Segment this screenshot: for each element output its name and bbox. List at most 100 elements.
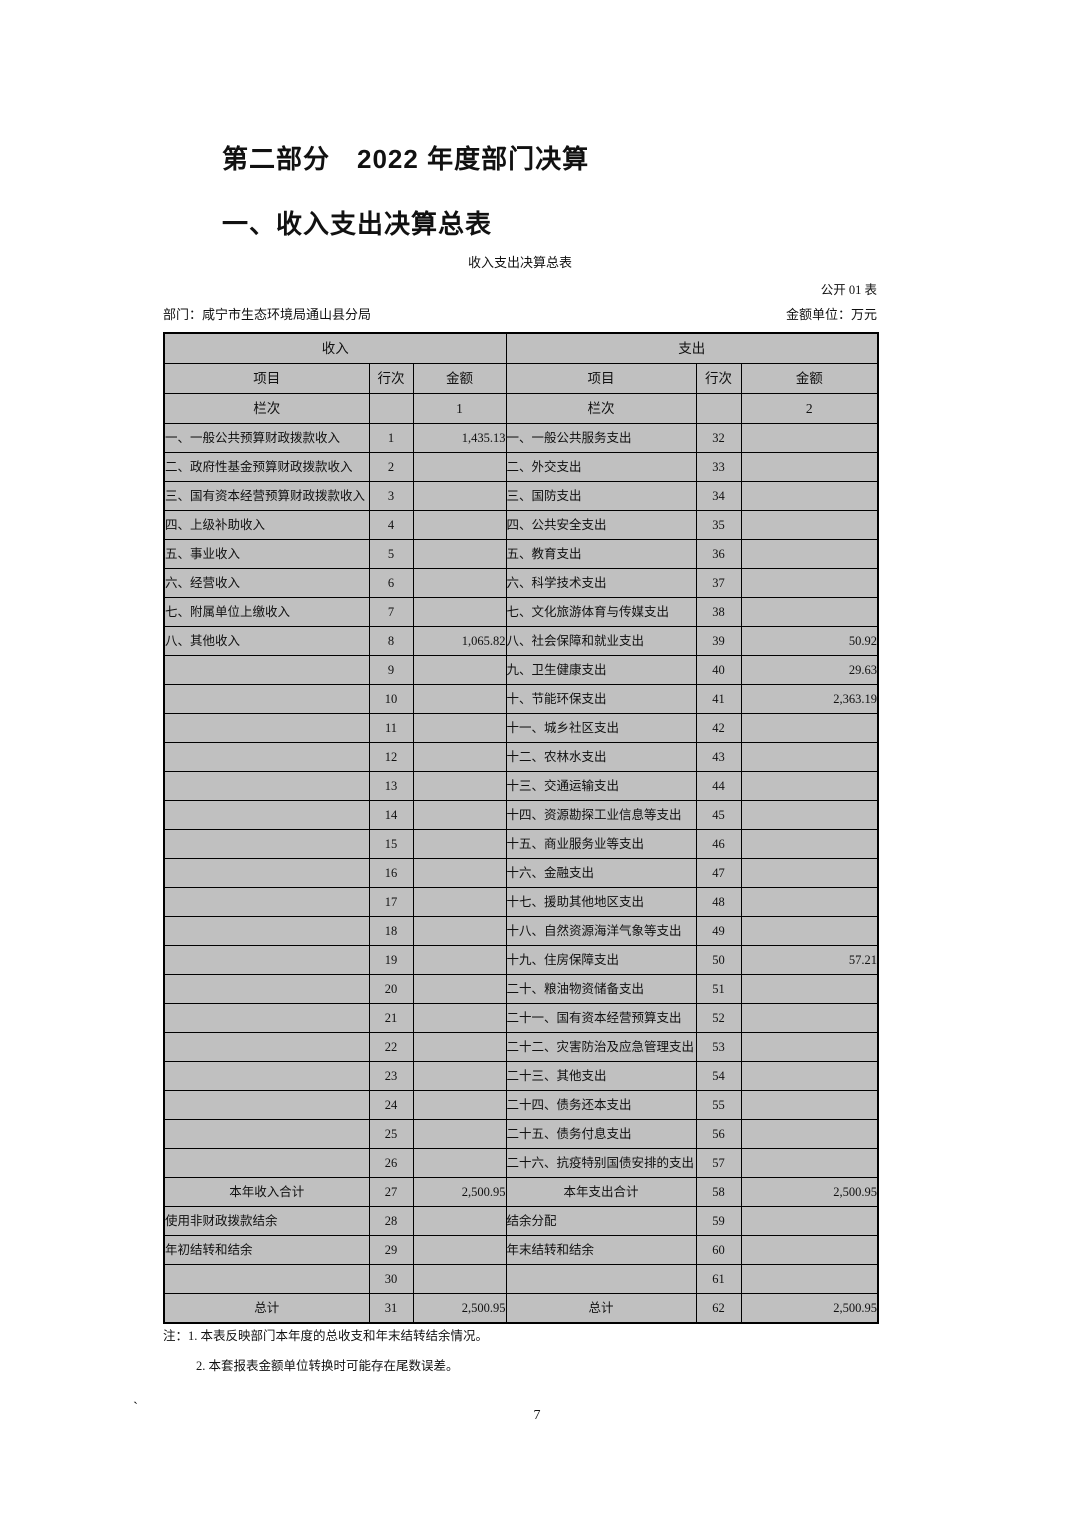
income-amount-cell — [412, 568, 507, 598]
budget-summary-table: 收入 支出 项目 行次 金额 项目 行次 金额 栏次 1 栏次 2 一、一般公共… — [163, 332, 879, 1324]
expense-amount-cell — [740, 1032, 879, 1062]
expense-rowno-cell: 42 — [695, 713, 742, 743]
expense-amount-header: 金额 — [740, 363, 879, 394]
expense-item-cell: 九、卫生健康支出 — [505, 655, 697, 685]
table-row: 五、事业收入 5 五、教育支出 36 — [163, 539, 879, 569]
expense-rowno-cell: 58 — [695, 1177, 742, 1207]
income-amount-cell — [412, 1061, 507, 1091]
expense-amount-cell — [740, 887, 879, 917]
income-item-cell: 一、一般公共预算财政拨款收入 — [163, 423, 370, 453]
expense-rowno-cell: 38 — [695, 597, 742, 627]
income-amount-cell: 1,435.13 — [412, 423, 507, 453]
expense-lanci-label: 栏次 — [505, 393, 697, 424]
income-item-cell: 使用非财政拨款结余 — [163, 1206, 370, 1236]
income-item-cell — [163, 771, 370, 801]
expense-amount-cell: 2,363.19 — [740, 684, 879, 714]
expense-rowno-cell: 35 — [695, 510, 742, 540]
expense-item-cell: 三、国防支出 — [505, 481, 697, 511]
income-rowno-cell: 31 — [368, 1293, 414, 1324]
table-row: 26 二十六、抗疫特别国债安排的支出 57 — [163, 1148, 879, 1178]
income-amount-cell — [412, 974, 507, 1004]
income-amount-cell — [412, 916, 507, 946]
income-rowno-cell: 28 — [368, 1206, 414, 1236]
income-amount-cell — [412, 800, 507, 830]
expense-item-cell: 总计 — [505, 1293, 697, 1324]
income-item-header: 项目 — [163, 363, 370, 394]
expense-amount-cell — [740, 452, 879, 482]
income-item-cell — [163, 1032, 370, 1062]
income-rowno-cell: 8 — [368, 626, 414, 656]
blank-cell — [695, 393, 742, 424]
expense-amount-cell — [740, 858, 879, 888]
income-amount-cell: 2,500.95 — [412, 1293, 507, 1324]
part-title: 第二部分 2022 年度部门决算 — [222, 144, 590, 174]
income-amount-cell — [412, 858, 507, 888]
income-item-cell — [163, 858, 370, 888]
expense-section-header: 支出 — [505, 332, 879, 364]
expense-rowno-cell: 60 — [695, 1235, 742, 1265]
expense-item-cell: 十一、城乡社区支出 — [505, 713, 697, 743]
table-title: 收入支出决算总表 — [467, 255, 572, 270]
expense-item-cell: 十五、商业服务业等支出 — [505, 829, 697, 859]
expense-rowno-cell: 48 — [695, 887, 742, 917]
income-amount-cell — [412, 510, 507, 540]
expense-amount-cell — [740, 800, 879, 830]
expense-item-cell: 二十三、其他支出 — [505, 1061, 697, 1091]
table-row: 七、附属单位上缴收入 7 七、文化旅游体育与传媒支出 38 — [163, 597, 879, 627]
income-rowno-cell: 13 — [368, 771, 414, 801]
income-col-number: 1 — [412, 393, 507, 424]
table-row: 30 61 — [163, 1264, 879, 1294]
expense-rowno-cell: 54 — [695, 1061, 742, 1091]
expense-amount-cell — [740, 1235, 879, 1265]
expense-rowno-cell: 40 — [695, 655, 742, 685]
income-item-cell — [163, 1264, 370, 1294]
income-item-cell: 六、经营收入 — [163, 568, 370, 598]
expense-item-header: 项目 — [505, 363, 697, 394]
expense-item-cell: 一、一般公共服务支出 — [505, 423, 697, 453]
income-amount-cell — [412, 1206, 507, 1236]
expense-rowno-cell: 41 — [695, 684, 742, 714]
income-amount-cell — [412, 1119, 507, 1149]
expense-rowno-cell: 46 — [695, 829, 742, 859]
expense-rowno-cell: 44 — [695, 771, 742, 801]
income-rowno-cell: 11 — [368, 713, 414, 743]
expense-item-cell: 二十二、灾害防治及应急管理支出 — [505, 1032, 697, 1062]
income-section-header: 收入 — [163, 332, 507, 364]
expense-amount-cell — [740, 974, 879, 1004]
table-row: 三、国有资本经营预算财政拨款收入 3 三、国防支出 34 — [163, 481, 879, 511]
expense-item-cell: 二十、粮油物资储备支出 — [505, 974, 697, 1004]
income-item-cell: 年初结转和结余 — [163, 1235, 370, 1265]
expense-amount-cell — [740, 1003, 879, 1033]
column-header-row: 项目 行次 金额 项目 行次 金额 — [163, 363, 879, 394]
income-item-cell — [163, 684, 370, 714]
income-item-cell — [163, 1003, 370, 1033]
expense-rowno-cell: 55 — [695, 1090, 742, 1120]
expense-rowno-cell: 49 — [695, 916, 742, 946]
income-rowno-cell: 3 — [368, 481, 414, 511]
expense-amount-cell — [740, 742, 879, 772]
expense-rowno-cell: 39 — [695, 626, 742, 656]
income-rowno-cell: 7 — [368, 597, 414, 627]
income-amount-cell — [412, 945, 507, 975]
income-amount-cell — [412, 1090, 507, 1120]
expense-amount-cell: 2,500.95 — [740, 1293, 879, 1324]
expense-rowno-cell: 37 — [695, 568, 742, 598]
table-row: 24 二十四、债务还本支出 55 — [163, 1090, 879, 1120]
income-amount-cell — [412, 1003, 507, 1033]
income-rowno-cell: 23 — [368, 1061, 414, 1091]
expense-item-cell — [505, 1264, 697, 1294]
expense-amount-cell: 57.21 — [740, 945, 879, 975]
expense-amount-cell — [740, 829, 879, 859]
income-rowno-cell: 21 — [368, 1003, 414, 1033]
expense-item-cell: 年末结转和结余 — [505, 1235, 697, 1265]
expense-item-cell: 结余分配 — [505, 1206, 697, 1236]
table-row: 总计 31 2,500.95 总计 62 2,500.95 — [163, 1293, 879, 1324]
income-rowno-cell: 2 — [368, 452, 414, 482]
expense-item-cell: 四、公共安全支出 — [505, 510, 697, 540]
table-row: 25 二十五、债务付息支出 56 — [163, 1119, 879, 1149]
expense-item-cell: 二十六、抗疫特别国债安排的支出 — [505, 1148, 697, 1178]
income-item-cell — [163, 829, 370, 859]
income-item-cell: 总计 — [163, 1293, 370, 1324]
footnote-1: 注：1. 本表反映部门本年度的总收支和年末结转结余情况。 — [163, 1329, 489, 1343]
income-amount-cell — [412, 1264, 507, 1294]
